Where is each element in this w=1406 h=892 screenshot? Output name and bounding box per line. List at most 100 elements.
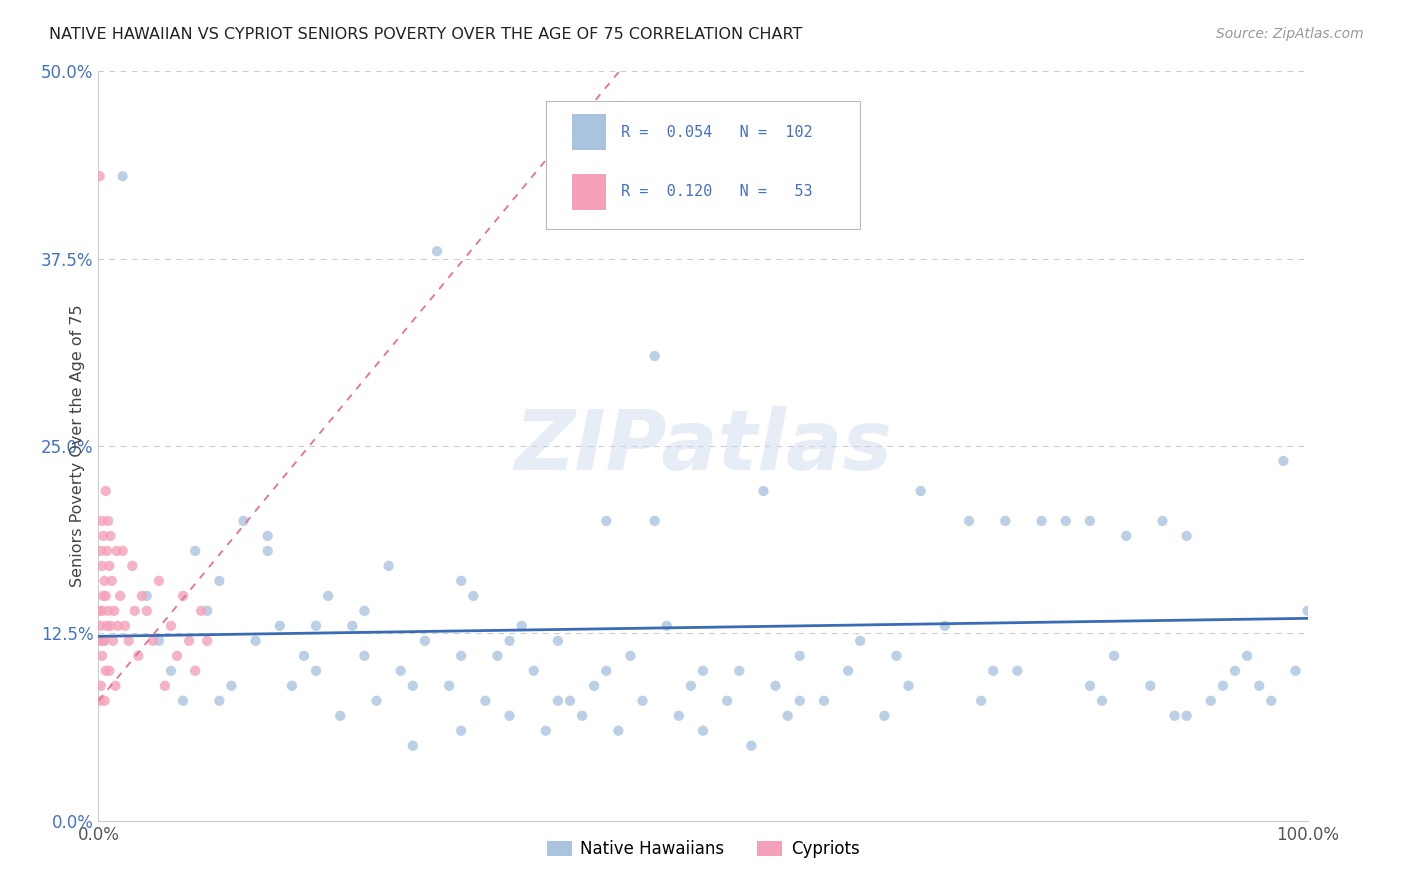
Native Hawaiians [353,604,375,618]
Native Hawaiians [269,619,291,633]
Native Hawaiians [148,633,170,648]
Cypriots [195,633,218,648]
Native Hawaiians [1296,604,1319,618]
Cypriots [108,589,131,603]
Native Hawaiians [1078,679,1101,693]
Native Hawaiians [1223,664,1246,678]
Native Hawaiians [305,619,328,633]
Cypriots [118,633,141,648]
Native Hawaiians [547,633,569,648]
Native Hawaiians [450,574,472,588]
Cypriots [107,619,129,633]
Cypriots [91,514,114,528]
Native Hawaiians [208,694,231,708]
Cypriots [90,679,112,693]
Native Hawaiians [413,633,436,648]
Cypriots [179,633,201,648]
Native Hawaiians [195,604,218,618]
Native Hawaiians [1236,648,1258,663]
Native Hawaiians [583,679,606,693]
Native Hawaiians [897,679,920,693]
Y-axis label: Seniors Poverty Over the Age of 75: Seniors Poverty Over the Age of 75 [69,305,84,587]
Native Hawaiians [789,648,811,663]
Cypriots [93,694,115,708]
Cypriots [89,694,111,708]
Cypriots [114,619,136,633]
Text: R =  0.054   N =  102: R = 0.054 N = 102 [621,125,813,139]
Native Hawaiians [789,694,811,708]
Cypriots [98,558,121,573]
Native Hawaiians [1249,679,1271,693]
Native Hawaiians [776,708,799,723]
Cypriots [94,664,117,678]
Native Hawaiians [873,708,896,723]
Cypriots [100,574,122,588]
Cypriots [93,574,115,588]
Native Hawaiians [486,648,509,663]
Cypriots [103,604,125,618]
Native Hawaiians [135,589,157,603]
Native Hawaiians [292,648,315,663]
Cypriots [160,619,183,633]
Native Hawaiians [595,664,617,678]
Native Hawaiians [402,679,425,693]
Native Hawaiians [1031,514,1053,528]
Native Hawaiians [1284,664,1306,678]
Native Hawaiians [716,694,738,708]
Native Hawaiians [1054,514,1077,528]
Text: NATIVE HAWAIIAN VS CYPRIOT SENIORS POVERTY OVER THE AGE OF 75 CORRELATION CHART: NATIVE HAWAIIAN VS CYPRIOT SENIORS POVER… [49,27,803,42]
Native Hawaiians [1102,648,1125,663]
Native Hawaiians [1272,454,1295,468]
Native Hawaiians [389,664,412,678]
Native Hawaiians [558,694,581,708]
Native Hawaiians [1139,679,1161,693]
Cypriots [89,604,111,618]
FancyBboxPatch shape [572,174,606,210]
Native Hawaiians [692,723,714,738]
Native Hawaiians [510,619,533,633]
Native Hawaiians [463,589,485,603]
Native Hawaiians [765,679,787,693]
Native Hawaiians [498,708,520,723]
Native Hawaiians [728,664,751,678]
Native Hawaiians [1212,679,1234,693]
Cypriots [121,558,143,573]
Native Hawaiians [1078,514,1101,528]
FancyBboxPatch shape [572,114,606,150]
Cypriots [89,169,111,184]
Native Hawaiians [607,723,630,738]
Native Hawaiians [281,679,304,693]
Native Hawaiians [232,514,254,528]
Cypriots [91,633,114,648]
Native Hawaiians [353,648,375,663]
Native Hawaiians [571,708,593,723]
Cypriots [100,529,122,543]
FancyBboxPatch shape [546,102,860,228]
Native Hawaiians [402,739,425,753]
Native Hawaiians [752,483,775,498]
Native Hawaiians [172,694,194,708]
Native Hawaiians [886,648,908,663]
Cypriots [94,589,117,603]
Native Hawaiians [1163,708,1185,723]
Native Hawaiians [619,648,641,663]
Native Hawaiians [426,244,449,259]
Native Hawaiians [970,694,993,708]
Native Hawaiians [668,708,690,723]
Cypriots [148,574,170,588]
Cypriots [91,648,114,663]
Native Hawaiians [305,664,328,678]
Cypriots [184,664,207,678]
Cypriots [98,664,121,678]
Legend: Native Hawaiians, Cypriots: Native Hawaiians, Cypriots [540,833,866,864]
Native Hawaiians [994,514,1017,528]
Native Hawaiians [631,694,654,708]
Native Hawaiians [957,514,980,528]
Cypriots [127,648,149,663]
Native Hawaiians [450,723,472,738]
Native Hawaiians [595,514,617,528]
Native Hawaiians [1260,694,1282,708]
Native Hawaiians [910,483,932,498]
Text: ZIPatlas: ZIPatlas [515,406,891,486]
Native Hawaiians [245,633,267,648]
